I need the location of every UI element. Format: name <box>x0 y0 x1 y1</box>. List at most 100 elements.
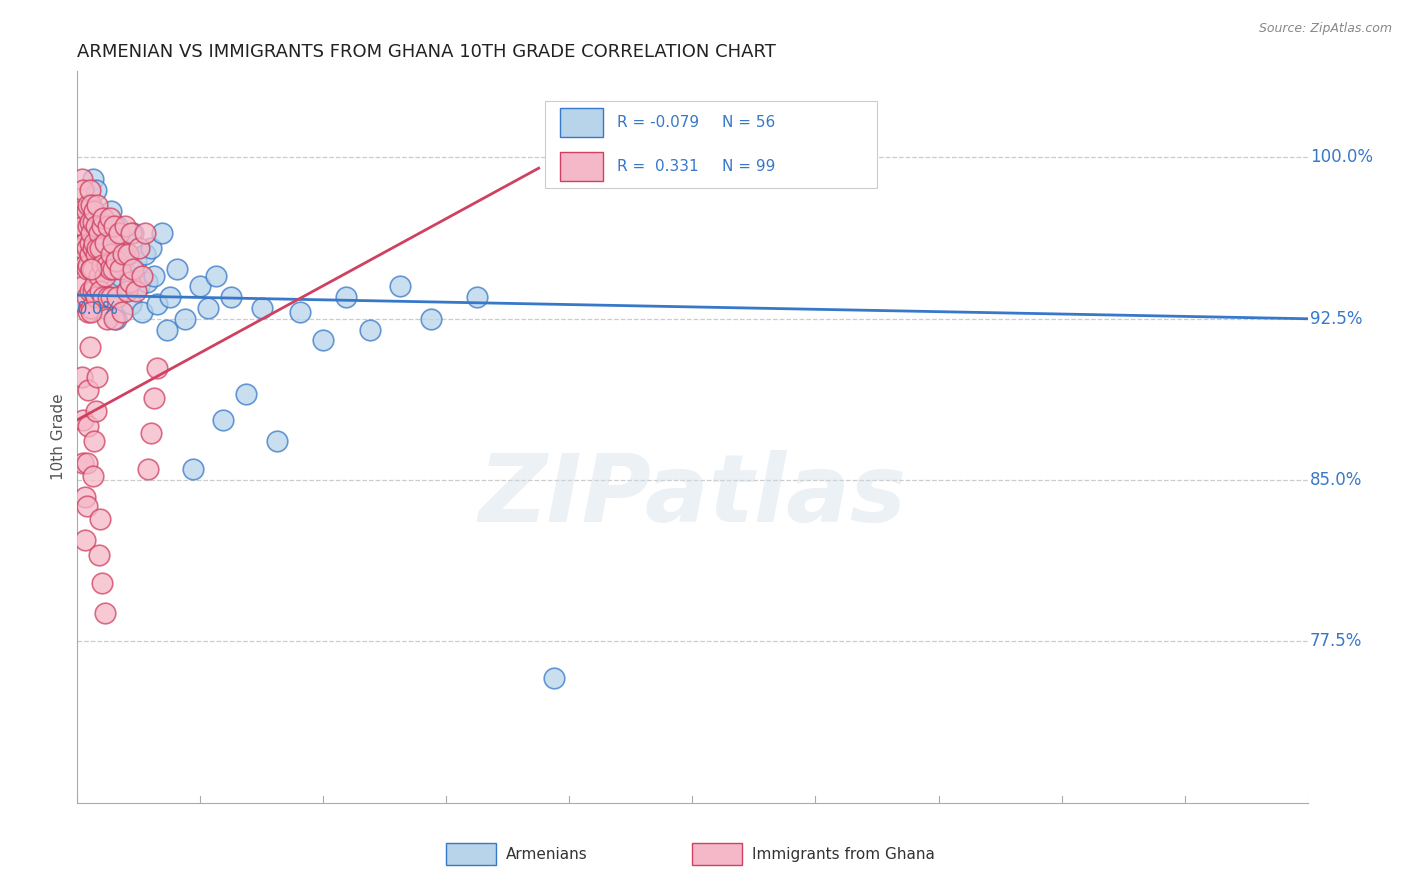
Point <box>101 262 124 277</box>
Point <box>112 232 135 246</box>
Point <box>204 268 226 283</box>
Point <box>84 290 107 304</box>
Point <box>117 247 139 261</box>
Point <box>73 533 96 548</box>
Point <box>80 262 103 277</box>
Point <box>96 258 118 272</box>
Point <box>128 241 150 255</box>
Point <box>93 290 115 304</box>
Point <box>80 301 103 315</box>
Point <box>141 241 163 255</box>
Point <box>72 279 94 293</box>
Point <box>97 290 120 304</box>
Point <box>131 305 153 319</box>
Point <box>77 383 100 397</box>
Point <box>136 462 159 476</box>
Point <box>76 241 98 255</box>
Point <box>72 219 94 234</box>
Y-axis label: 10th Grade: 10th Grade <box>51 393 66 481</box>
Point <box>76 290 98 304</box>
Point <box>90 576 114 591</box>
Point <box>80 226 103 240</box>
Point <box>108 226 131 240</box>
Point <box>89 284 111 298</box>
Point <box>134 226 156 240</box>
Point <box>77 419 100 434</box>
Point <box>80 198 103 212</box>
Point <box>89 241 111 255</box>
Point <box>118 275 141 289</box>
Point <box>150 226 173 240</box>
Point <box>87 549 110 563</box>
Point <box>100 290 122 304</box>
Point <box>112 247 135 261</box>
Point <box>86 198 108 212</box>
Point <box>114 219 136 234</box>
Point <box>84 183 107 197</box>
Point <box>93 211 115 225</box>
Point <box>359 322 381 336</box>
Point <box>83 279 105 293</box>
Point <box>97 241 120 255</box>
Text: 85.0%: 85.0% <box>1310 471 1362 489</box>
Point <box>111 305 134 319</box>
Point <box>110 268 132 283</box>
Point <box>197 301 219 315</box>
Point <box>80 305 103 319</box>
Point <box>77 258 100 272</box>
Point <box>115 284 138 298</box>
Point <box>100 204 122 219</box>
Point <box>76 204 98 219</box>
Point <box>110 236 132 251</box>
Text: ARMENIAN VS IMMIGRANTS FROM GHANA 10TH GRADE CORRELATION CHART: ARMENIAN VS IMMIGRANTS FROM GHANA 10TH G… <box>77 44 776 62</box>
Point <box>131 268 153 283</box>
Point <box>82 172 104 186</box>
Point <box>104 253 127 268</box>
Text: R =  0.331: R = 0.331 <box>617 159 699 174</box>
Point <box>76 499 98 513</box>
Point <box>143 268 166 283</box>
Point <box>84 226 107 240</box>
Text: ZIPatlas: ZIPatlas <box>478 450 907 541</box>
Point <box>97 219 120 234</box>
Point <box>188 279 212 293</box>
Point <box>134 247 156 261</box>
FancyBboxPatch shape <box>693 843 742 865</box>
Point <box>70 241 93 255</box>
Point <box>135 275 157 289</box>
Point <box>389 279 412 293</box>
Text: Armenians: Armenians <box>506 847 588 862</box>
Point <box>335 290 357 304</box>
Point <box>82 284 104 298</box>
Text: 92.5%: 92.5% <box>1310 310 1362 327</box>
Point <box>155 322 177 336</box>
Point <box>77 219 100 234</box>
Point <box>181 462 204 476</box>
Point <box>103 275 125 289</box>
Point <box>101 236 124 251</box>
Point <box>174 311 197 326</box>
Point <box>86 369 108 384</box>
Point <box>125 284 148 298</box>
Point <box>543 671 565 685</box>
Point <box>141 425 163 440</box>
Point <box>70 172 93 186</box>
Point <box>83 204 105 219</box>
Point <box>73 491 96 505</box>
Point <box>79 183 101 197</box>
Point <box>117 247 139 261</box>
Point <box>94 607 117 621</box>
Point <box>98 211 121 225</box>
Point <box>79 236 101 251</box>
Point <box>73 236 96 251</box>
Point <box>104 241 127 255</box>
Point <box>250 301 273 315</box>
Point <box>105 219 128 234</box>
Text: 77.5%: 77.5% <box>1310 632 1362 650</box>
Point <box>166 262 188 277</box>
Point <box>72 456 94 470</box>
Point <box>82 468 104 483</box>
Point <box>159 290 181 304</box>
Point <box>420 311 443 326</box>
Text: Immigrants from Ghana: Immigrants from Ghana <box>752 847 935 862</box>
